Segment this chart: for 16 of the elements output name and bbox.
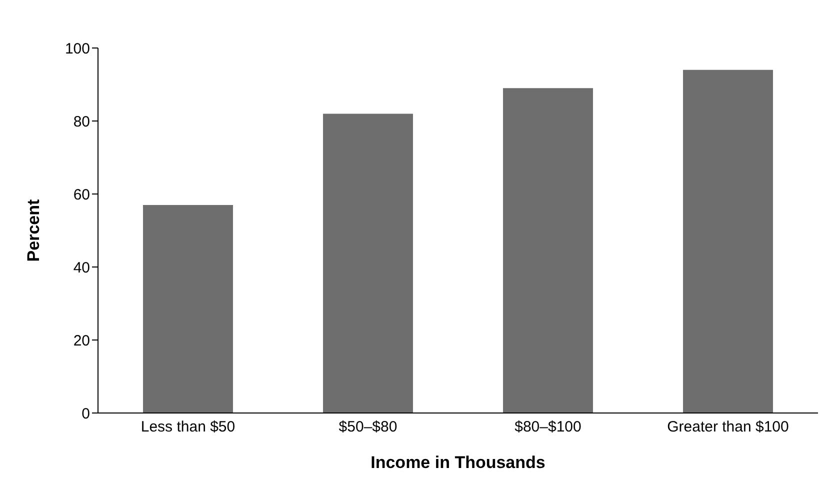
bar [683,70,773,413]
y-tick-label: 0 [82,405,90,422]
y-tick-label: 100 [64,40,90,58]
bar [503,88,593,413]
bar [323,114,413,413]
y-tick-label: 80 [73,113,90,130]
x-tick-label: $80–$100 [514,418,582,436]
bar [143,204,233,413]
y-tick-label: 20 [73,332,90,350]
x-tick-label: Less than $50 [140,418,236,436]
x-tick-label: Greater than $100 [667,418,789,436]
y-tick-label: 40 [73,259,90,276]
x-tick-label: $50–$80 [338,418,398,436]
x-axis-title: Income in Thousands [370,453,546,472]
y-tick-label: 60 [73,186,90,204]
y-axis-title: Percent [24,198,44,262]
